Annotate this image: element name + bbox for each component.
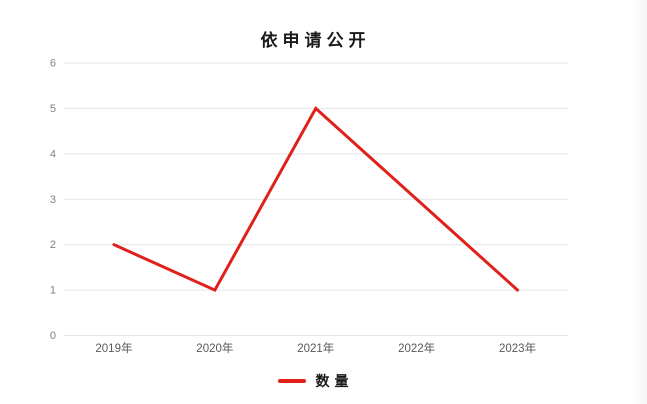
x-axis-tick-label: 2023年	[499, 341, 536, 355]
legend-label: 数量	[315, 375, 354, 390]
y-axis-tick-label: 6	[50, 58, 56, 70]
y-axis-tick-label: 2	[50, 239, 56, 251]
data-line-数量	[112, 106, 520, 293]
y-axis-tick-label: 1	[50, 285, 56, 297]
y-axis-tick-label: 4	[50, 148, 56, 160]
x-axis-tick-label: 2022年	[398, 341, 435, 355]
y-axis-tick-label: 5	[50, 103, 56, 115]
x-axis-tick-label: 2020年	[196, 341, 233, 355]
x-axis-tick-label: 2019年	[95, 341, 132, 355]
y-axis-tick-label: 3	[50, 194, 56, 206]
legend-line-swatch	[277, 379, 306, 383]
chart-title: 依申请公开	[260, 31, 371, 50]
x-axis-tick-label: 2021年	[297, 341, 334, 355]
y-axis-tick-label: 0	[50, 330, 56, 342]
legend: 数量	[0, 371, 631, 391]
